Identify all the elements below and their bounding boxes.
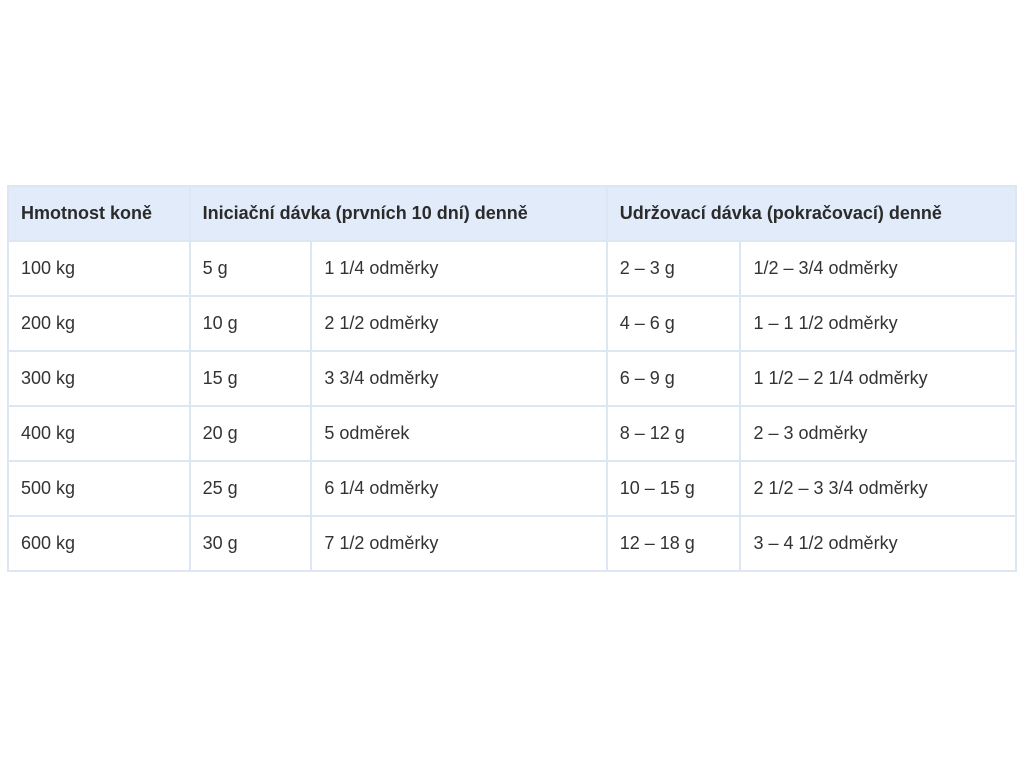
header-initial-dose: Iniciační dávka (prvních 10 dní) denně [188,185,608,242]
cell-initial-grams: 15 g [188,350,313,407]
cell-maintenance-grams: 4 – 6 g [605,295,742,352]
cell-maintenance-grams: 8 – 12 g [605,405,742,462]
header-maintenance-dose: Udržovací dávka (pokračovací) denně [605,185,1018,242]
cell-initial-scoops: 2 1/2 odměrky [310,295,608,352]
cell-maintenance-grams: 10 – 15 g [605,460,742,517]
cell-maintenance-scoops: 2 – 3 odměrky [739,405,1017,462]
cell-initial-grams: 25 g [188,460,313,517]
cell-weight: 500 kg [7,460,191,517]
cell-initial-scoops: 7 1/2 odměrky [310,515,608,572]
cell-maintenance-scoops: 1 – 1 1/2 odměrky [739,295,1017,352]
cell-initial-grams: 20 g [188,405,313,462]
cell-initial-grams: 5 g [188,240,313,297]
cell-maintenance-scoops: 2 1/2 – 3 3/4 odměrky [739,460,1017,517]
cell-weight: 300 kg [7,350,191,407]
cell-weight: 400 kg [7,405,191,462]
cell-initial-grams: 30 g [188,515,313,572]
cell-maintenance-scoops: 1/2 – 3/4 odměrky [739,240,1017,297]
cell-maintenance-scoops: 1 1/2 – 2 1/4 odměrky [739,350,1017,407]
table-header-row: Hmotnost koně Iniciační dávka (prvních 1… [7,185,1018,242]
cell-maintenance-scoops: 3 – 4 1/2 odměrky [739,515,1017,572]
header-horse-weight: Hmotnost koně [7,185,191,242]
cell-initial-scoops: 6 1/4 odměrky [310,460,608,517]
cell-weight: 200 kg [7,295,191,352]
cell-maintenance-grams: 2 – 3 g [605,240,742,297]
cell-maintenance-grams: 6 – 9 g [605,350,742,407]
cell-initial-scoops: 5 odměrek [310,405,608,462]
cell-maintenance-grams: 12 – 18 g [605,515,742,572]
cell-initial-scoops: 3 3/4 odměrky [310,350,608,407]
cell-initial-grams: 10 g [188,295,313,352]
cell-weight: 100 kg [7,240,191,297]
cell-initial-scoops: 1 1/4 odměrky [310,240,608,297]
cell-weight: 600 kg [7,515,191,572]
dosage-table: Hmotnost koně Iniciační dávka (prvních 1… [7,185,1018,572]
